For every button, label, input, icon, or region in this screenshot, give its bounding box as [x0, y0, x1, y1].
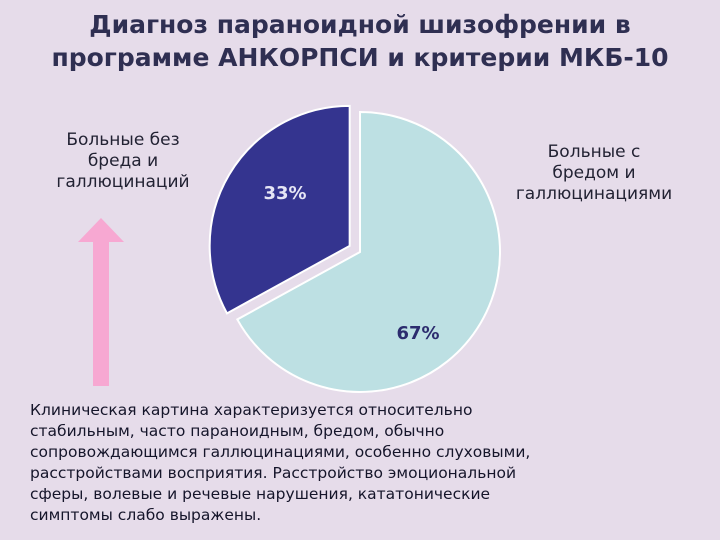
label-left-line-3: галлюцинаций: [56, 172, 190, 192]
slide-title: Диагноз параноидной шизофрении в програм…: [0, 8, 720, 74]
pie-slice-label-1: 33%: [263, 183, 306, 204]
description-line-5: сферы, волевые и речевые нарушения, ката…: [30, 485, 491, 503]
label-left-line-2: бреда и: [87, 151, 159, 171]
up-arrow-icon: [78, 218, 124, 386]
slide-title-line-1: Диагноз параноидной шизофрении в: [89, 10, 631, 39]
label-right-line-1: Больные с: [547, 142, 641, 162]
description-line-2: стабильным, часто параноидным, бредом, о…: [30, 422, 445, 440]
label-right-line-3: галлюцинациями: [515, 184, 673, 204]
description-line-3: сопровождающимся галлюцинациями, особенн…: [30, 443, 531, 461]
slide-title-line-2: программе АНКОРПСИ и критерии МКБ-10: [51, 43, 669, 72]
label-right-line-2: бредом и: [552, 163, 636, 183]
pie-slice-label-2: 67%: [396, 323, 439, 344]
label-patients-with-delusions: Больные с бредом и галлюцинациями: [478, 142, 710, 205]
label-left-line-1: Больные без: [66, 130, 180, 150]
pie-slice-1: [208, 104, 351, 315]
label-patients-without-delusions: Больные без бреда и галлюцинаций: [18, 130, 228, 193]
pie-slice-2: [235, 110, 501, 393]
description-line-1: Клиническая картина характеризуется отно…: [30, 401, 473, 419]
description-line-4: расстройствами восприятия. Расстройство …: [30, 464, 517, 482]
description-line-6: симптомы слабо выражены.: [30, 506, 262, 524]
up-arrow-shape: [78, 218, 124, 386]
description-text: Клиническая картина характеризуется отно…: [30, 400, 700, 526]
